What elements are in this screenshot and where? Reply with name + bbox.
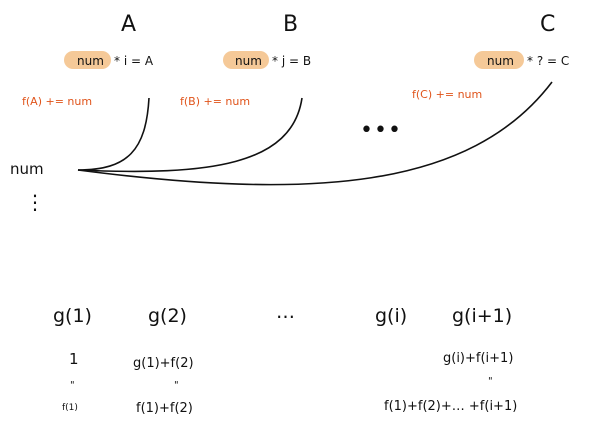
update-a: f(A) += num [22,96,92,107]
ellipsis-dots: ••• [360,120,402,142]
g1-value: 1 [69,352,79,367]
equation-b: * j = B [272,55,311,67]
g2-expression: g(1)+f(2) [133,357,194,370]
vertical-dots: ⋮ [25,192,45,212]
equation-a: * i = A [114,55,153,67]
update-b: f(B) += num [180,96,250,107]
curve-to-b [78,98,302,171]
g-label-i-plus-1: g(i+1) [452,307,512,326]
num-a: num [77,55,104,67]
label-c: C [540,14,555,36]
gi-equals-mark: " [488,377,493,387]
g-label-i: g(i) [375,307,407,326]
curve-to-a [78,98,149,170]
num-c: num [487,55,514,67]
g-label-ellipsis: … [276,303,295,322]
num-label: num [10,162,44,177]
g1-f: f(1) [62,404,78,413]
g2-equals-mark: " [174,381,179,391]
update-c: f(C) += num [412,89,482,100]
equation-c: * ? = C [527,55,569,67]
g1-equals-mark: " [70,381,75,391]
g-label-2: g(2) [148,307,187,326]
label-b: B [283,14,298,36]
g-label-1: g(1) [53,307,92,326]
g2-sum: f(1)+f(2) [136,402,193,415]
gi-expression: g(i)+f(i+1) [443,352,513,365]
gi-sum: f(1)+f(2)+… +f(i+1) [384,400,517,413]
label-a: A [121,14,136,36]
num-b: num [235,55,262,67]
